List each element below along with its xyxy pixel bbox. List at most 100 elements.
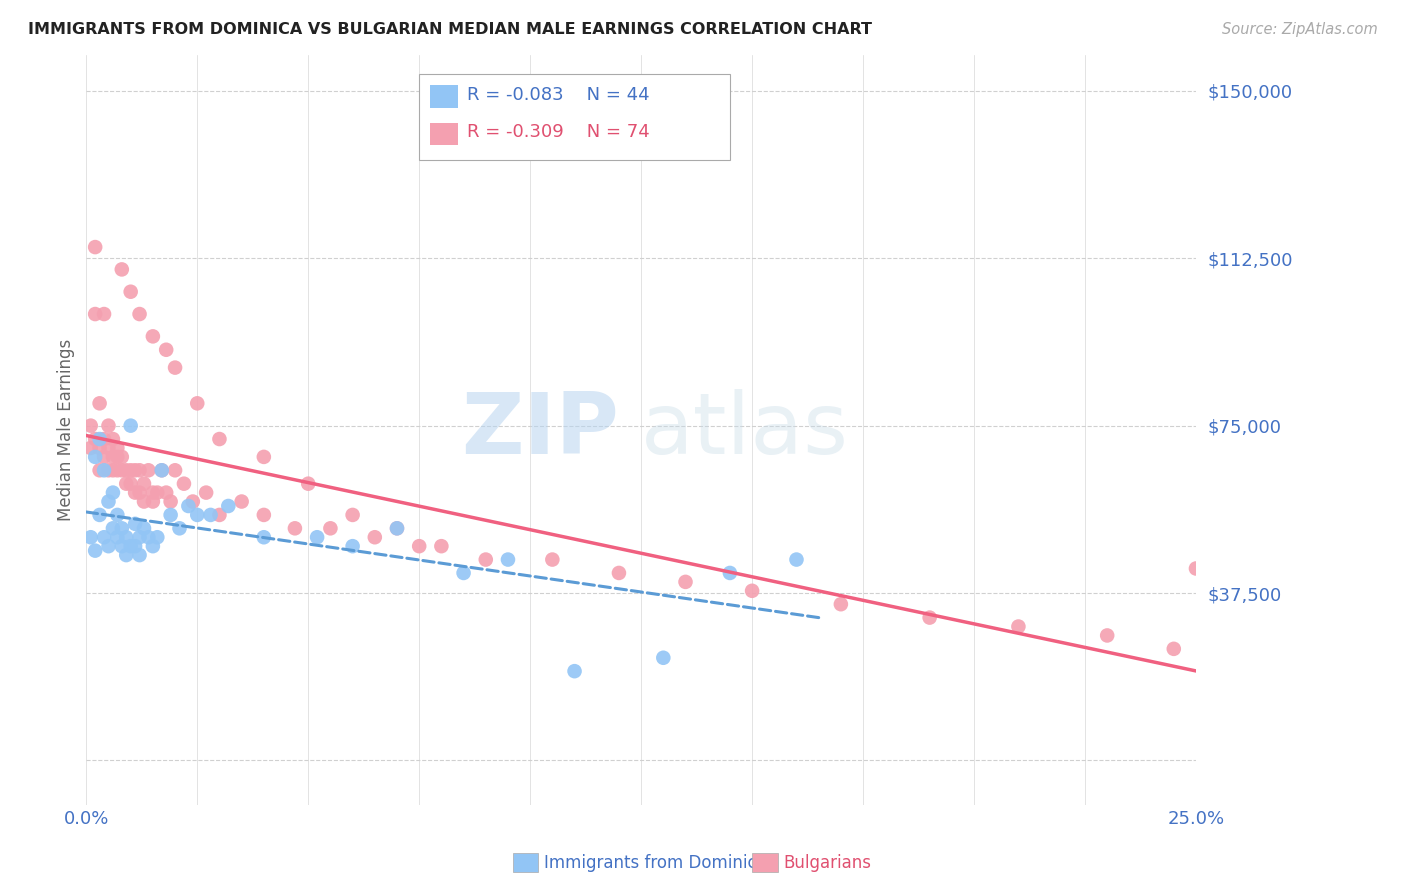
Point [1007, 619, 1029, 633]
Point [496, 552, 519, 566]
Point [138, 463, 160, 477]
Point [120, 463, 142, 477]
Point [101, 485, 124, 500]
Point [93, 432, 115, 446]
Point [155, 343, 177, 357]
Point [142, 329, 165, 343]
Point [1185, 561, 1208, 575]
Point [115, 476, 138, 491]
Point [165, 463, 187, 477]
Point [128, 463, 150, 477]
Point [173, 476, 195, 491]
Point [159, 494, 181, 508]
Point [150, 463, 173, 477]
Point [165, 360, 187, 375]
Point [120, 418, 142, 433]
Point [93, 450, 115, 464]
Point [105, 450, 128, 464]
Point [115, 548, 138, 562]
Point [430, 539, 453, 553]
Point [150, 463, 173, 477]
Point [785, 552, 807, 566]
Text: ZIP: ZIP [461, 389, 619, 472]
Point [111, 262, 134, 277]
Point [159, 508, 181, 522]
Point [111, 539, 134, 553]
Point [830, 597, 852, 611]
Text: IMMIGRANTS FROM DOMINICA VS BULGARIAN MEDIAN MALE EARNINGS CORRELATION CHART: IMMIGRANTS FROM DOMINICA VS BULGARIAN ME… [28, 22, 872, 37]
Point [84, 432, 107, 446]
Point [541, 552, 564, 566]
Point [84, 240, 107, 254]
Point [101, 521, 124, 535]
Point [124, 516, 146, 531]
Point [120, 476, 142, 491]
Point [342, 539, 364, 553]
Y-axis label: Median Male Earnings: Median Male Earnings [58, 339, 75, 521]
Point [319, 521, 342, 535]
Point [253, 450, 276, 464]
Point [918, 610, 941, 624]
Point [208, 432, 231, 446]
Bar [430, 85, 458, 108]
Point [718, 566, 741, 580]
Point [120, 285, 142, 299]
Text: R = -0.309    N = 74: R = -0.309 N = 74 [467, 123, 650, 142]
FancyBboxPatch shape [419, 74, 730, 161]
Point [120, 539, 142, 553]
Point [146, 530, 169, 544]
Point [1095, 628, 1118, 642]
Point [142, 485, 165, 500]
Point [93, 307, 115, 321]
Point [307, 530, 329, 544]
Text: Immigrants from Dominica: Immigrants from Dominica [544, 854, 766, 871]
Point [652, 650, 675, 665]
Point [97, 418, 120, 433]
Point [93, 463, 115, 477]
Point [128, 548, 150, 562]
Point [453, 566, 475, 580]
Point [195, 485, 218, 500]
Point [186, 396, 208, 410]
Point [208, 508, 231, 522]
Point [84, 450, 107, 464]
Text: atlas: atlas [641, 389, 849, 472]
Point [146, 485, 169, 500]
Point [124, 539, 146, 553]
Point [105, 530, 128, 544]
Point [124, 463, 146, 477]
Point [93, 530, 115, 544]
Point [155, 485, 177, 500]
Point [607, 566, 630, 580]
Point [385, 521, 408, 535]
Point [97, 441, 120, 455]
Point [138, 530, 160, 544]
Point [101, 432, 124, 446]
Point [186, 508, 208, 522]
Point [105, 441, 128, 455]
Point [89, 441, 111, 455]
Point [101, 450, 124, 464]
Point [231, 494, 253, 508]
Point [128, 485, 150, 500]
Point [297, 476, 319, 491]
Point [89, 508, 111, 522]
Point [105, 508, 128, 522]
Point [181, 494, 204, 508]
Point [385, 521, 408, 535]
Bar [430, 122, 458, 145]
Point [105, 463, 128, 477]
Point [253, 530, 276, 544]
Point [564, 664, 586, 678]
Point [142, 539, 165, 553]
Point [111, 521, 134, 535]
Point [675, 574, 697, 589]
Point [177, 499, 200, 513]
Point [97, 494, 120, 508]
Point [80, 441, 103, 455]
Point [169, 521, 191, 535]
Point [80, 530, 103, 544]
Point [1163, 641, 1185, 656]
Point [475, 552, 498, 566]
Point [132, 494, 155, 508]
